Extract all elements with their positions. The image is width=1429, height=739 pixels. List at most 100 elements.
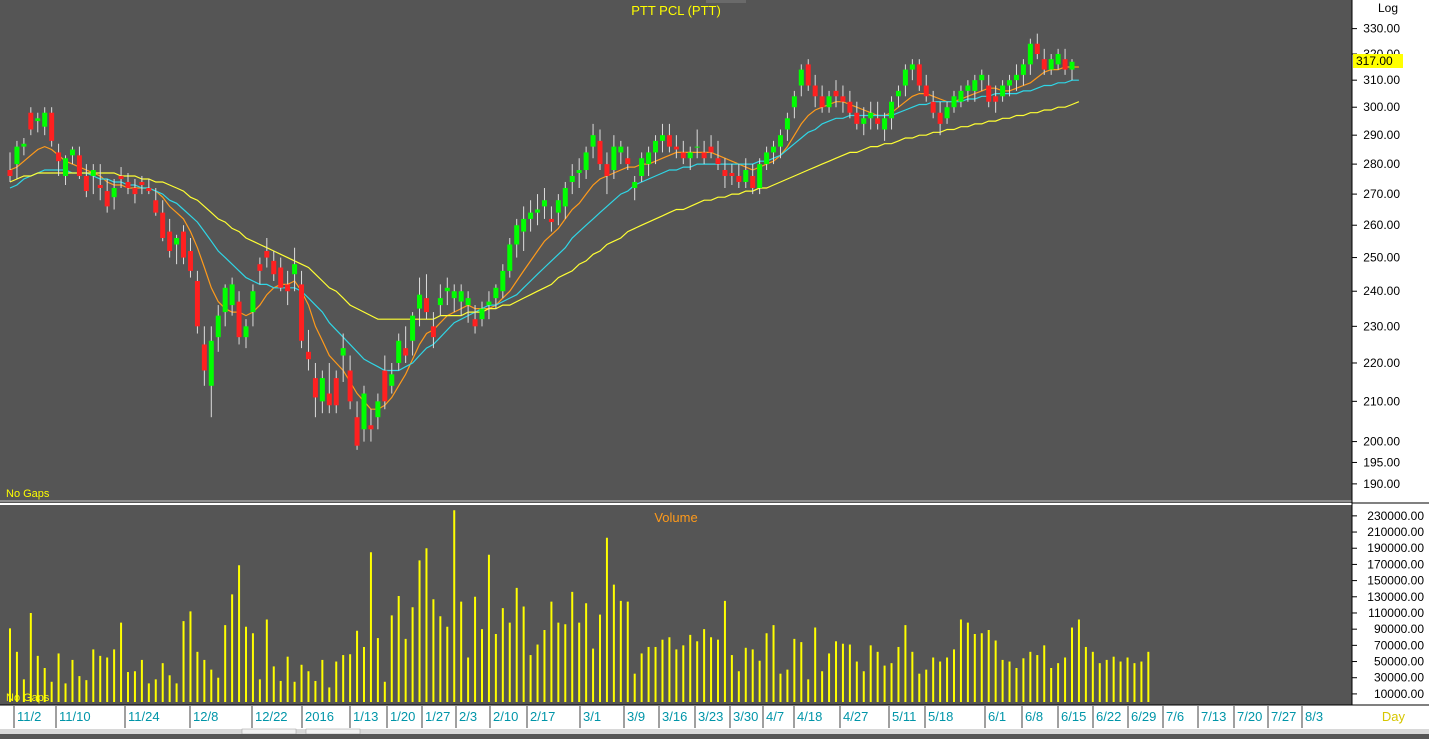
candle-body	[632, 181, 638, 189]
candle	[882, 112, 888, 141]
candle	[1007, 74, 1013, 97]
candle-body	[423, 298, 429, 313]
candle	[541, 188, 547, 219]
date-tick-label: 4/18	[797, 709, 822, 724]
candle	[458, 284, 464, 316]
candle-body	[90, 170, 96, 176]
candle-body	[278, 267, 284, 288]
scrollbar-button[interactable]	[305, 728, 361, 735]
candle-body	[1034, 43, 1040, 54]
candle	[118, 167, 124, 189]
scrollbar-track[interactable]	[0, 729, 1429, 734]
date-tick-label: 2/3	[459, 709, 477, 724]
candle-body	[659, 135, 665, 141]
candle	[666, 123, 672, 153]
date-tick-label: 11/2	[17, 709, 41, 724]
candle-body	[417, 294, 423, 309]
candle-body	[299, 284, 305, 341]
candle-body	[889, 101, 895, 119]
candle-body	[1055, 53, 1061, 65]
candle-body	[264, 250, 270, 258]
scrollbar-thumb[interactable]	[241, 728, 297, 735]
candle	[174, 234, 180, 265]
price-tick-label: 230.00	[1363, 319, 1400, 333]
candle	[319, 370, 325, 414]
candle	[21, 138, 27, 156]
candle	[333, 370, 339, 414]
candle	[299, 270, 305, 349]
ma-line-sma-short	[9, 66, 1079, 410]
candle-body	[500, 270, 506, 292]
date-tick-label: 4/7	[766, 709, 784, 724]
candle	[812, 74, 818, 108]
candle-body	[611, 146, 617, 171]
candle	[604, 152, 610, 195]
log-scale-label: Log	[1378, 1, 1398, 15]
candle	[104, 178, 110, 213]
candle	[972, 74, 978, 102]
candle	[153, 188, 159, 216]
candle	[132, 178, 138, 204]
candle	[285, 270, 291, 306]
price-tick-label: 280.00	[1363, 157, 1400, 171]
candle-body	[757, 164, 763, 189]
candle	[1041, 48, 1047, 75]
gaps-label: No Gaps	[6, 488, 50, 500]
candle	[958, 85, 964, 108]
candle-body	[972, 80, 978, 91]
date-tick-label: 6/8	[1025, 709, 1043, 724]
price-axis[interactable]: Log 190.00 195.00 200.00 210.00 220.00 230.00…	[1351, 0, 1429, 705]
candle	[875, 101, 881, 130]
candle-body	[653, 140, 659, 153]
candle	[868, 101, 874, 130]
candle-body	[146, 188, 152, 192]
candle-body	[784, 118, 790, 130]
candle	[389, 362, 395, 394]
candle-body	[833, 90, 839, 97]
candle	[680, 140, 686, 165]
ma-line-sma-mid	[9, 79, 1079, 372]
date-axis[interactable]: 11/2 11/10 11/24 12/8 12/22 2016 1/13 1/20 1/27 2…	[0, 704, 1429, 735]
title-handle	[706, 0, 746, 3]
price-pane[interactable]: PTT PCL (PTT) No Gaps	[0, 0, 1352, 505]
candle-body	[1062, 59, 1068, 70]
ma-line-sma-long	[9, 101, 1080, 320]
candle	[146, 178, 152, 195]
candle-body	[604, 164, 610, 176]
candle-body	[1013, 74, 1019, 81]
candle	[708, 135, 714, 159]
date-tick-label: 11/24	[128, 709, 160, 724]
candle-body	[562, 188, 568, 207]
price-tick-label: 300.00	[1363, 100, 1400, 114]
candle	[854, 101, 860, 130]
candlesticks	[7, 33, 1075, 450]
volume-tick-label: 150000.00	[1367, 574, 1424, 588]
candle	[69, 146, 75, 165]
candle-body	[319, 378, 325, 402]
candle-body	[701, 152, 707, 159]
candle	[410, 312, 416, 356]
candle-body	[993, 96, 999, 102]
candle	[528, 200, 534, 232]
date-tick-label: 2/10	[493, 709, 518, 724]
candle-body	[771, 146, 777, 153]
volume-bars	[9, 510, 1150, 702]
candle	[819, 85, 825, 113]
candle	[555, 194, 561, 226]
date-ticks: 11/2 11/10 11/24 12/8 12/22 2016 1/13 1/20 1/27 2…	[13, 706, 1323, 728]
candle	[187, 238, 193, 278]
candle-body	[111, 188, 117, 198]
candle	[305, 329, 311, 371]
candle	[361, 385, 367, 442]
volume-pane[interactable]: Volume No Gaps	[6, 510, 1150, 704]
candle-body	[729, 172, 735, 176]
candle	[805, 59, 811, 91]
candle	[215, 305, 221, 352]
candle	[507, 238, 513, 278]
candle	[965, 80, 971, 102]
candle-body	[819, 96, 825, 108]
candle-body	[229, 284, 235, 306]
candle-body	[875, 118, 881, 124]
candle	[229, 277, 235, 316]
